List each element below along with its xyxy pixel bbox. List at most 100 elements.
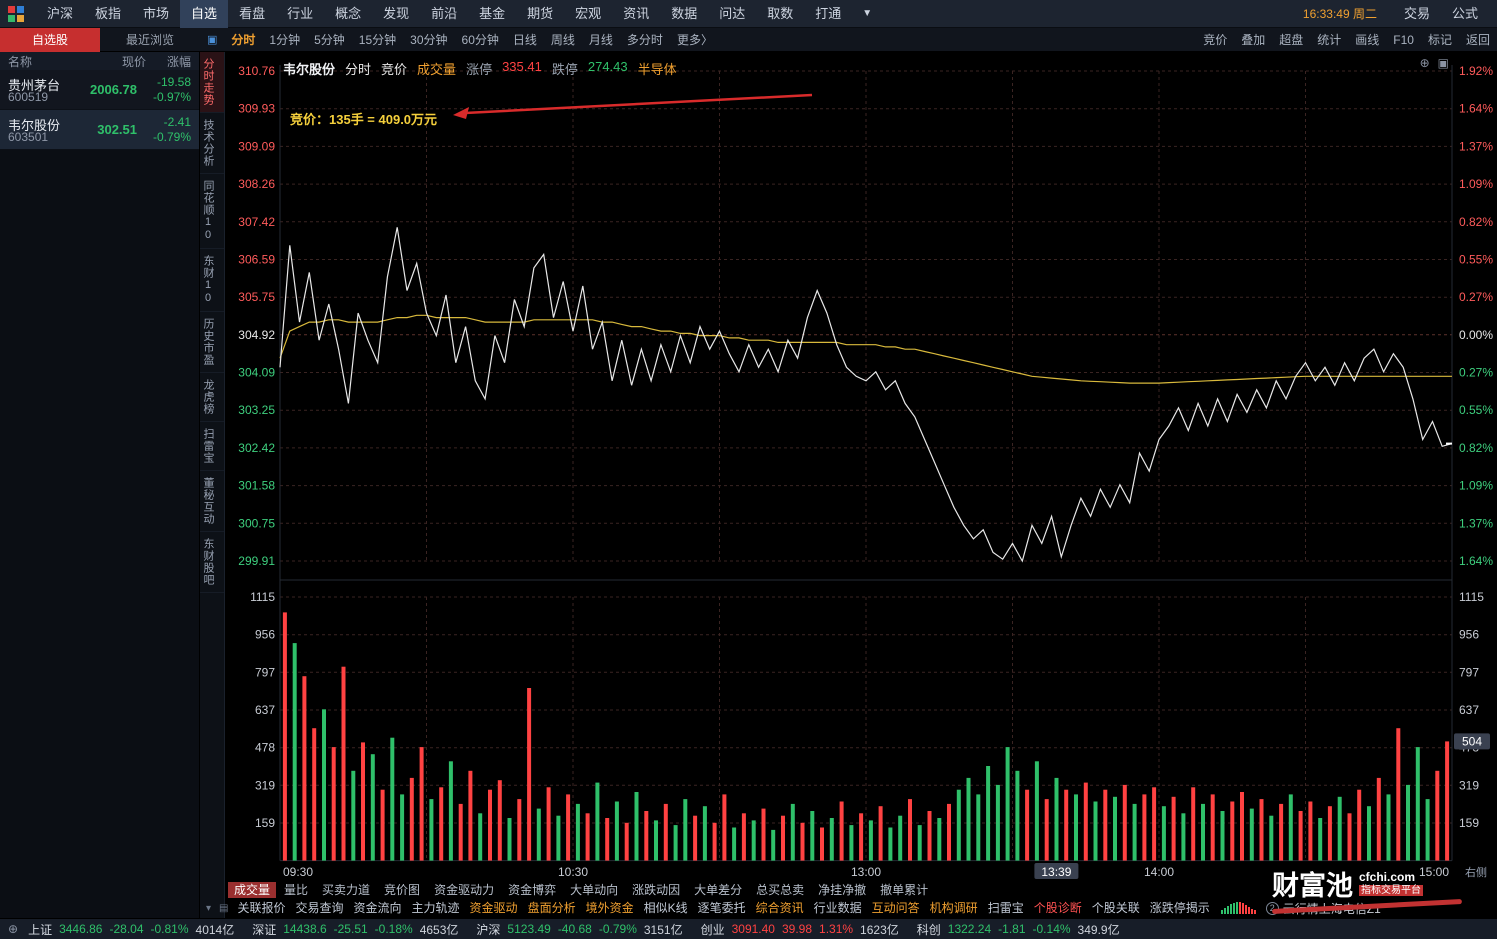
menu-item-8[interactable]: 前沿 xyxy=(431,5,458,21)
menu-more-arrow[interactable]: ▼ xyxy=(862,8,873,19)
add-overlay-icon[interactable]: ⊕ xyxy=(1419,56,1430,70)
function-tab-5[interactable]: 盘面分析 xyxy=(527,900,576,915)
menu-item-16[interactable]: 打通 xyxy=(815,5,842,21)
function-tab-9[interactable]: 综合资讯 xyxy=(755,900,804,915)
side-tab-5[interactable]: 龙虎榜 xyxy=(200,373,224,422)
indicator-tab-6[interactable]: 大单动向 xyxy=(570,882,619,897)
indicator-tab-4[interactable]: 资金驱动力 xyxy=(434,882,495,897)
function-tab-3[interactable]: 主力轨迹 xyxy=(411,900,460,915)
side-tab-6[interactable]: 扫雷宝 xyxy=(200,422,224,471)
chart-tool-1[interactable]: 叠加 xyxy=(1241,33,1266,47)
menu-item-14[interactable]: 问达 xyxy=(719,5,746,21)
menu-item-12[interactable]: 资讯 xyxy=(623,5,650,21)
function-tab-13[interactable]: 扫雷宝 xyxy=(987,900,1024,915)
list-icon[interactable]: ▤ xyxy=(219,902,229,914)
chart-tool-0[interactable]: 竞价 xyxy=(1203,33,1228,47)
minute-chart[interactable]: 310.76 309.93 309.09 308.26 307.42 306.59 305.… xyxy=(225,52,1497,880)
side-tab-0[interactable]: 分时走势 xyxy=(200,52,224,113)
indicator-tab-3[interactable]: 竞价图 xyxy=(384,882,421,897)
col-price[interactable]: 现价 xyxy=(121,54,146,69)
chart-tool-6[interactable]: 标记 xyxy=(1427,33,1452,47)
period-tab-7[interactable]: 周线 xyxy=(550,33,575,47)
chart-tool-7[interactable]: 返回 xyxy=(1465,33,1490,47)
indicator-tab-5[interactable]: 资金博弈 xyxy=(508,882,557,897)
period-tab-5[interactable]: 60分钟 xyxy=(461,33,499,47)
menu-item-0[interactable]: 沪深 xyxy=(47,5,74,21)
function-tab-0[interactable]: 关联报价 xyxy=(237,900,286,915)
function-tab-4[interactable]: 资金驱动 xyxy=(469,900,518,915)
tab-watchlist[interactable]: 自选股 xyxy=(0,27,100,52)
indicator-tab-10[interactable]: 净挂净撤 xyxy=(818,882,867,897)
index-quote-4[interactable]: 科创 1322.24 -1.81 -0.14% 349.9亿 xyxy=(917,921,1120,938)
indicator-tab-2[interactable]: 买卖力道 xyxy=(322,882,371,897)
chart-tool-2[interactable]: 超盘 xyxy=(1279,33,1304,47)
period-tab-0[interactable]: 分时 xyxy=(231,33,256,47)
function-tab-14[interactable]: 个股诊断 xyxy=(1033,900,1082,915)
app-logo-icon[interactable] xyxy=(8,5,26,22)
network-status-icon[interactable]: ⊕ xyxy=(8,922,19,936)
menu-item-15[interactable]: 取数 xyxy=(767,5,794,21)
chart-tool-4[interactable]: 画线 xyxy=(1355,33,1380,47)
indicator-tab-1[interactable]: 量比 xyxy=(284,882,309,897)
index-quote-2[interactable]: 沪深 5123.49 -40.68 -0.79% 3151亿 xyxy=(476,921,682,938)
index-quote-0[interactable]: 上证 3446.86 -28.04 -0.81% 4014亿 xyxy=(28,921,234,938)
menu-item-13[interactable]: 数据 xyxy=(671,5,698,21)
period-tab-8[interactable]: 月线 xyxy=(588,33,613,47)
chart-header-item-2: 成交量 xyxy=(417,62,457,77)
function-tab-11[interactable]: 互动问答 xyxy=(871,900,920,915)
side-tab-7[interactable]: 董秘互动 xyxy=(200,471,224,532)
indicator-tab-11[interactable]: 撤单累计 xyxy=(880,882,929,897)
function-tab-12[interactable]: 机构调研 xyxy=(929,900,978,915)
side-tab-1[interactable]: 技术分析 xyxy=(200,113,224,174)
menu-item-3[interactable]: 自选 xyxy=(180,0,229,28)
index-quote-1[interactable]: 深证 14438.6 -25.51 -0.18% 4653亿 xyxy=(252,921,458,938)
chart-tool-5[interactable]: F10 xyxy=(1393,32,1414,47)
period-tab-10[interactable]: 更多〉 xyxy=(676,33,713,47)
index-quote-3[interactable]: 创业 3091.40 39.98 1.31% 1623亿 xyxy=(701,921,899,938)
function-tab-16[interactable]: 涨跌停揭示 xyxy=(1149,900,1210,915)
side-tab-4[interactable]: 历史市盈 xyxy=(200,312,224,373)
indicator-tab-7[interactable]: 涨跌动因 xyxy=(632,882,681,897)
function-tab-1[interactable]: 交易查询 xyxy=(295,900,344,915)
col-name[interactable]: 名称 xyxy=(8,54,33,69)
menu-right-item-0[interactable]: 交易 xyxy=(1403,5,1430,21)
collapse-icon[interactable]: ▾ xyxy=(206,902,212,914)
menu-item-9[interactable]: 基金 xyxy=(479,5,506,21)
svg-text:1.37%: 1.37% xyxy=(1459,516,1493,530)
function-tab-7[interactable]: 相似K线 xyxy=(643,900,688,915)
chart-type-icon[interactable]: ▣ xyxy=(207,34,218,46)
index-change: -40.68 xyxy=(557,922,592,936)
period-tab-6[interactable]: 日线 xyxy=(512,33,537,47)
menu-item-10[interactable]: 期货 xyxy=(527,5,554,21)
chart-tool-3[interactable]: 统计 xyxy=(1317,33,1342,47)
panel-layout-icon[interactable]: ▣ xyxy=(1437,56,1449,70)
period-tab-4[interactable]: 30分钟 xyxy=(410,33,448,47)
function-tab-15[interactable]: 个股关联 xyxy=(1091,900,1140,915)
menu-item-2[interactable]: 市场 xyxy=(143,5,170,21)
watchlist-row-603501[interactable]: 韦尔股份 603501 302.51 -2.41 -0.79% xyxy=(0,110,199,150)
col-change[interactable]: 涨幅 xyxy=(166,54,191,69)
tab-recent-view[interactable]: 最近浏览 xyxy=(125,32,174,47)
function-tab-6[interactable]: 境外资金 xyxy=(585,900,634,915)
indicator-tab-0[interactable]: 成交量 xyxy=(228,881,277,898)
period-tab-1[interactable]: 1分钟 xyxy=(269,33,301,47)
function-tab-2[interactable]: 资金流向 xyxy=(353,900,402,915)
period-tab-2[interactable]: 5分钟 xyxy=(314,33,345,47)
period-tab-3[interactable]: 15分钟 xyxy=(358,33,397,47)
menu-item-11[interactable]: 宏观 xyxy=(575,5,602,21)
period-tab-9[interactable]: 多分时 xyxy=(626,33,663,47)
side-tab-3[interactable]: 东财10 xyxy=(200,249,224,312)
menu-item-1[interactable]: 板指 xyxy=(95,5,122,21)
side-tab-2[interactable]: 同花顺10 xyxy=(200,174,224,249)
side-tab-8[interactable]: 东财股吧 xyxy=(200,532,224,593)
function-tab-10[interactable]: 行业数据 xyxy=(813,900,862,915)
menu-item-6[interactable]: 概念 xyxy=(335,5,362,21)
menu-item-4[interactable]: 看盘 xyxy=(239,5,266,21)
watchlist-row-600519[interactable]: 贵州茅台 600519 2006.78 -19.58 -0.97% xyxy=(0,70,199,110)
menu-right-item-1[interactable]: 公式 xyxy=(1451,5,1478,21)
menu-item-5[interactable]: 行业 xyxy=(287,5,314,21)
menu-item-7[interactable]: 发现 xyxy=(383,5,410,21)
indicator-tab-8[interactable]: 大单差分 xyxy=(694,882,743,897)
indicator-tab-9[interactable]: 总买总卖 xyxy=(756,882,805,897)
function-tab-8[interactable]: 逐笔委托 xyxy=(697,900,746,915)
